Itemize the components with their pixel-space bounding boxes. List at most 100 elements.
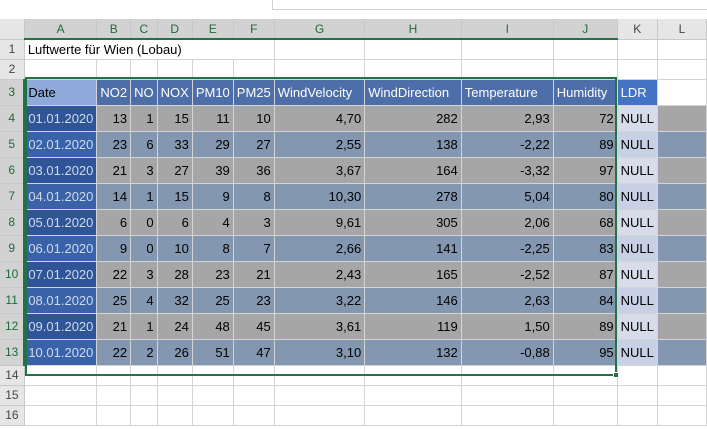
cell[interactable]	[657, 79, 707, 106]
value-cell[interactable]: 15	[157, 183, 193, 210]
cell[interactable]	[96, 405, 132, 426]
date-cell[interactable]: 08.01.2020	[24, 287, 98, 314]
cell[interactable]	[192, 59, 234, 80]
cell[interactable]	[657, 287, 707, 314]
cell[interactable]	[157, 365, 193, 386]
row-header-3[interactable]: 3	[0, 79, 26, 106]
value-cell[interactable]: 36	[233, 157, 275, 184]
cell[interactable]	[657, 209, 707, 236]
cell[interactable]	[657, 313, 707, 340]
row-header-13[interactable]: 13	[0, 339, 26, 366]
date-cell[interactable]: 04.01.2020	[24, 183, 98, 210]
value-cell[interactable]: 6	[130, 131, 158, 158]
column-header-k[interactable]: K	[617, 19, 658, 40]
cell[interactable]	[657, 385, 707, 406]
value-cell[interactable]: 1,50	[461, 313, 554, 340]
value-cell[interactable]: 9	[192, 183, 234, 210]
row-header-16[interactable]: 16	[0, 405, 25, 426]
value-cell[interactable]: 28	[157, 261, 193, 288]
header-cell-date[interactable]: Date	[24, 79, 98, 106]
cell[interactable]	[274, 59, 366, 80]
date-cell[interactable]: 10.01.2020	[24, 339, 98, 366]
row-header-8[interactable]: 8	[0, 209, 26, 236]
cell[interactable]	[657, 39, 707, 60]
value-cell[interactable]: 14	[96, 183, 132, 210]
value-cell[interactable]: 23	[96, 131, 132, 158]
cell[interactable]	[617, 39, 658, 60]
value-cell[interactable]: 45	[233, 313, 275, 340]
cell[interactable]	[364, 385, 462, 406]
cell[interactable]	[657, 183, 707, 210]
row-header-12[interactable]: 12	[0, 313, 26, 340]
value-cell[interactable]: 2,63	[461, 287, 554, 314]
value-cell[interactable]: 10	[157, 235, 193, 262]
cell[interactable]	[274, 365, 366, 386]
value-cell[interactable]: 33	[157, 131, 193, 158]
row-header-6[interactable]: 6	[0, 157, 26, 184]
value-cell[interactable]: 21	[233, 261, 275, 288]
cell[interactable]	[364, 39, 462, 60]
header-cell-winddirection[interactable]: WindDirection	[364, 79, 462, 106]
date-cell[interactable]: 02.01.2020	[24, 131, 98, 158]
value-cell[interactable]: 83	[553, 235, 618, 262]
value-cell[interactable]: 3	[130, 157, 158, 184]
cell[interactable]	[233, 365, 275, 386]
column-header-e[interactable]: E	[192, 19, 234, 40]
value-cell[interactable]: 1	[130, 183, 158, 210]
value-cell[interactable]: 51	[192, 339, 234, 366]
cell[interactable]	[657, 105, 707, 132]
value-cell[interactable]: 3	[233, 209, 275, 236]
value-cell[interactable]: 2,43	[274, 261, 366, 288]
value-cell[interactable]: 2	[130, 339, 158, 366]
value-cell[interactable]: 146	[364, 287, 462, 314]
ldr-cell[interactable]: NULL	[617, 157, 658, 184]
value-cell[interactable]: 23	[192, 261, 234, 288]
value-cell[interactable]: 21	[96, 157, 132, 184]
header-cell-no2[interactable]: NO2	[96, 79, 132, 106]
value-cell[interactable]: 95	[553, 339, 618, 366]
cell[interactable]	[657, 235, 707, 262]
cell[interactable]	[274, 405, 366, 426]
value-cell[interactable]: 164	[364, 157, 462, 184]
ldr-cell[interactable]: NULL	[617, 183, 658, 210]
cell[interactable]	[553, 365, 618, 386]
value-cell[interactable]: 119	[364, 313, 462, 340]
ldr-cell[interactable]: NULL	[617, 105, 658, 132]
cell[interactable]	[274, 385, 366, 406]
value-cell[interactable]: 165	[364, 261, 462, 288]
value-cell[interactable]: 282	[364, 105, 462, 132]
ldr-cell[interactable]: NULL	[617, 235, 658, 262]
ldr-cell[interactable]: NULL	[617, 287, 658, 314]
cell[interactable]	[553, 405, 618, 426]
value-cell[interactable]: 2,66	[274, 235, 366, 262]
value-cell[interactable]: 10,30	[274, 183, 366, 210]
value-cell[interactable]: -2,22	[461, 131, 554, 158]
cell[interactable]	[617, 385, 658, 406]
value-cell[interactable]: 8	[192, 235, 234, 262]
value-cell[interactable]: 3,67	[274, 157, 366, 184]
cell[interactable]	[657, 261, 707, 288]
date-cell[interactable]: 07.01.2020	[24, 261, 98, 288]
row-header-7[interactable]: 7	[0, 183, 26, 210]
value-cell[interactable]: -2,52	[461, 261, 554, 288]
value-cell[interactable]: 80	[553, 183, 618, 210]
cell[interactable]	[233, 385, 275, 406]
value-cell[interactable]: 72	[553, 105, 618, 132]
header-cell-temperature[interactable]: Temperature	[461, 79, 554, 106]
cell[interactable]	[553, 39, 618, 60]
value-cell[interactable]: 23	[233, 287, 275, 314]
value-cell[interactable]: 0	[130, 209, 158, 236]
value-cell[interactable]: 8	[233, 183, 275, 210]
cell[interactable]	[364, 59, 462, 80]
header-cell-no[interactable]: NO	[130, 79, 158, 106]
value-cell[interactable]: 4	[192, 209, 234, 236]
value-cell[interactable]: 25	[96, 287, 132, 314]
value-cell[interactable]: 2,93	[461, 105, 554, 132]
cell[interactable]	[553, 59, 618, 80]
value-cell[interactable]: -2,25	[461, 235, 554, 262]
row-header-15[interactable]: 15	[0, 385, 25, 406]
value-cell[interactable]: 141	[364, 235, 462, 262]
value-cell[interactable]: 84	[553, 287, 618, 314]
value-cell[interactable]: 6	[157, 209, 193, 236]
column-header-i[interactable]: I	[461, 19, 554, 40]
